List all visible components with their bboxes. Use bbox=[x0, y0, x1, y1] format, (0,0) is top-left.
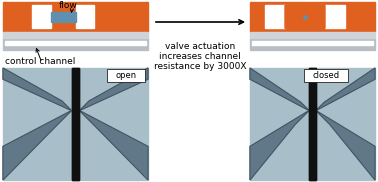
Bar bbox=[309, 68, 316, 180]
Polygon shape bbox=[285, 5, 305, 29]
Bar bbox=[71, 68, 79, 180]
Text: resistance by 3000X: resistance by 3000X bbox=[154, 62, 246, 71]
Bar bbox=[3, 2, 148, 32]
Text: control channel: control channel bbox=[5, 57, 75, 66]
Polygon shape bbox=[250, 68, 309, 110]
Bar bbox=[32, 5, 51, 29]
Polygon shape bbox=[305, 5, 325, 29]
Bar bbox=[107, 69, 145, 82]
Polygon shape bbox=[250, 110, 309, 180]
Text: open: open bbox=[115, 71, 136, 80]
Bar bbox=[250, 37, 375, 50]
Bar bbox=[3, 68, 148, 180]
Bar bbox=[5, 41, 146, 45]
Bar bbox=[71, 68, 79, 180]
Text: valve actuation: valve actuation bbox=[165, 42, 235, 51]
Bar bbox=[304, 69, 348, 82]
Bar bbox=[51, 12, 76, 22]
Bar bbox=[252, 41, 373, 45]
Polygon shape bbox=[316, 110, 375, 180]
Bar bbox=[3, 32, 148, 37]
Polygon shape bbox=[79, 68, 148, 110]
Bar bbox=[250, 68, 375, 180]
Text: flow: flow bbox=[59, 1, 77, 10]
Polygon shape bbox=[3, 110, 71, 180]
Bar bbox=[250, 2, 375, 32]
Polygon shape bbox=[3, 68, 71, 110]
Bar bbox=[3, 37, 148, 50]
Bar bbox=[325, 5, 345, 29]
Bar bbox=[309, 68, 316, 180]
Bar bbox=[76, 5, 94, 29]
Bar bbox=[265, 5, 285, 29]
Polygon shape bbox=[316, 68, 375, 110]
Text: increases channel: increases channel bbox=[159, 52, 241, 61]
Text: closed: closed bbox=[313, 71, 339, 80]
Bar bbox=[250, 32, 375, 37]
Polygon shape bbox=[79, 110, 148, 180]
